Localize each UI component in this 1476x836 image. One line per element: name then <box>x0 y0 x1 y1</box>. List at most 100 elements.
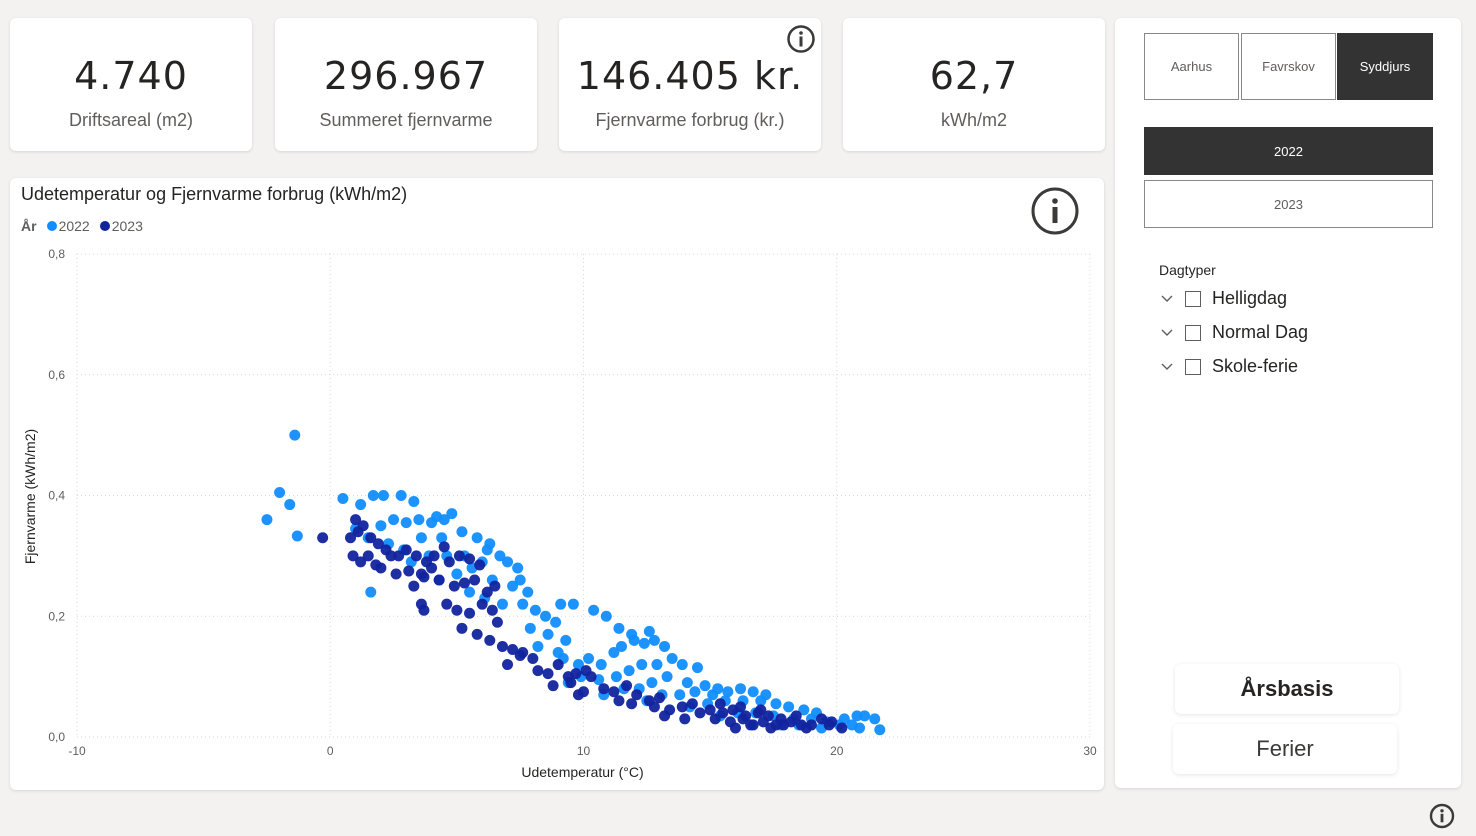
data-point-2023 <box>484 634 496 646</box>
data-point-2023 <box>464 607 476 619</box>
scatter-chart-card: Udetemperatur og Fjernvarme forbrug (kWh… <box>10 178 1104 790</box>
data-point-2023 <box>403 565 415 577</box>
data-point-2023 <box>400 544 412 556</box>
legend-dot-icon <box>46 221 57 231</box>
data-point-2022 <box>532 640 544 652</box>
data-point-2023 <box>800 722 812 734</box>
dagtyper-title: Dagtyper <box>1159 262 1216 278</box>
x-tick-label: 10 <box>577 744 591 758</box>
data-point-2022 <box>446 508 458 520</box>
x-tick-label: 20 <box>830 744 844 758</box>
year-button-2022[interactable]: 2022 <box>1144 127 1433 175</box>
year-button-2023[interactable]: 2023 <box>1144 180 1433 228</box>
data-point-2023 <box>441 598 453 610</box>
region-button-aarhus[interactable]: Aarhus <box>1144 33 1239 100</box>
data-point-2022 <box>494 550 506 562</box>
kpi-label: Summeret fjernvarme <box>319 110 493 130</box>
data-point-2023 <box>552 659 564 671</box>
chevron-down-icon[interactable] <box>1159 291 1175 307</box>
data-point-2022 <box>496 598 508 610</box>
data-point-2022 <box>261 514 273 526</box>
data-point-2023 <box>709 713 721 725</box>
data-point-2022 <box>615 640 627 652</box>
data-point-2022 <box>623 665 635 677</box>
data-point-2022 <box>274 486 286 498</box>
data-point-2023 <box>737 713 749 725</box>
info-icon[interactable] <box>1031 187 1079 235</box>
legend-item-2022[interactable]: 2022 <box>46 218 90 234</box>
data-point-2023 <box>451 604 463 616</box>
ferier-button[interactable]: Ferier <box>1173 724 1397 774</box>
y-tick-label: 0,0 <box>48 730 65 744</box>
data-point-2022 <box>638 637 650 649</box>
checkbox-icon[interactable] <box>1185 290 1201 307</box>
data-point-2023 <box>836 722 848 734</box>
data-point-2022 <box>600 610 612 622</box>
data-point-2022 <box>542 628 554 640</box>
data-point-2022 <box>289 429 301 441</box>
data-point-2023 <box>438 541 450 553</box>
data-point-2023 <box>496 640 508 652</box>
data-point-2023 <box>686 698 698 710</box>
data-point-2022 <box>755 695 767 707</box>
dagtype-label: Normal Dag <box>1212 322 1309 342</box>
dagtype-item-skole-ferie[interactable]: Skole-ferie <box>1159 356 1298 377</box>
legend-label: 2022 <box>58 218 90 234</box>
data-point-2023 <box>735 701 747 713</box>
data-point-2022 <box>798 704 810 716</box>
data-point-2023 <box>426 562 438 574</box>
info-icon[interactable] <box>1429 803 1455 829</box>
chevron-down-icon[interactable] <box>1159 325 1175 341</box>
legend-item-2023[interactable]: 2023 <box>99 218 143 234</box>
data-point-2023 <box>474 559 486 571</box>
data-point-2023 <box>418 571 430 583</box>
data-point-2022 <box>395 490 407 501</box>
slicer-panel: Aarhus Favrskov Syddjurs 2022 2023 Dagty… <box>1115 18 1461 788</box>
data-point-2022 <box>512 562 524 574</box>
data-point-2023 <box>676 701 688 713</box>
data-point-2023 <box>489 580 501 592</box>
data-point-2022 <box>722 686 734 698</box>
data-point-2023 <box>565 677 577 689</box>
kpi-label: kWh/m2 <box>940 110 1007 130</box>
data-point-2023 <box>613 695 625 707</box>
chevron-down-icon[interactable] <box>1159 359 1175 375</box>
data-point-2022 <box>659 640 671 652</box>
x-tick-label: -10 <box>68 744 86 758</box>
dagtype-item-helligdag[interactable]: Helligdag <box>1159 288 1287 309</box>
data-point-2023 <box>514 649 526 661</box>
data-point-2022 <box>540 610 552 622</box>
data-point-2022 <box>691 662 703 674</box>
y-tick-label: 0,4 <box>48 489 65 503</box>
legend-label: 2023 <box>111 218 143 234</box>
region-button-syddjurs[interactable]: Syddjurs <box>1337 33 1433 100</box>
data-point-2023 <box>418 604 430 616</box>
data-point-2022 <box>859 710 871 722</box>
dagtype-item-normal-dag[interactable]: Normal Dag <box>1159 322 1308 343</box>
data-point-2023 <box>372 538 384 550</box>
data-point-2022 <box>770 698 782 710</box>
kpi-card-summeret-fjernvarme: 296.967 Summeret fjernvarme <box>275 18 537 151</box>
data-point-2023 <box>578 686 589 698</box>
data-point-2022 <box>567 598 579 610</box>
data-point-2023 <box>694 707 706 719</box>
data-point-2022 <box>413 514 425 526</box>
region-button-favrskov[interactable]: Favrskov <box>1241 33 1336 100</box>
arsbasis-button[interactable]: Årsbasis <box>1175 664 1399 714</box>
data-point-2023 <box>443 556 455 568</box>
data-point-2022 <box>851 710 863 722</box>
data-point-2023 <box>502 659 514 671</box>
info-icon[interactable] <box>786 24 816 54</box>
data-point-2023 <box>347 550 359 562</box>
y-tick-label: 0,8 <box>48 247 65 261</box>
checkbox-icon[interactable] <box>1185 324 1201 341</box>
data-point-2023 <box>350 514 362 526</box>
data-point-2022 <box>747 686 759 698</box>
dagtype-label: Helligdag <box>1212 288 1288 308</box>
dagtype-label: Skole-ferie <box>1212 356 1299 376</box>
data-point-2022 <box>874 724 886 736</box>
data-point-2022 <box>588 604 600 616</box>
data-point-2023 <box>458 577 470 589</box>
checkbox-icon[interactable] <box>1185 358 1201 375</box>
data-point-2022 <box>643 625 655 637</box>
